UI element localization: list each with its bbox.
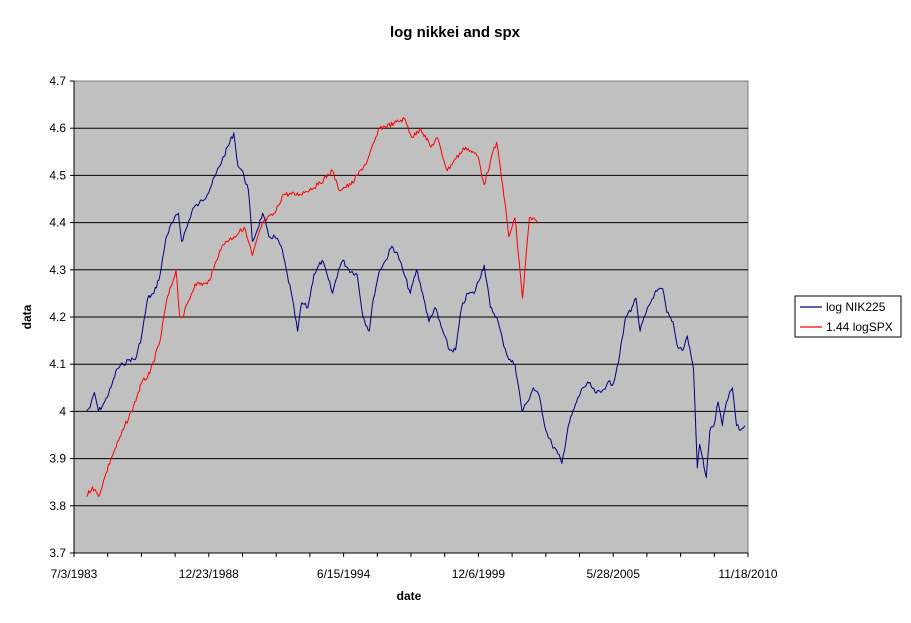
x-tick-label: 5/28/2005 bbox=[587, 567, 641, 581]
x-tick-label: 7/3/1983 bbox=[51, 567, 98, 581]
y-tick-label: 3.7 bbox=[49, 546, 66, 560]
y-tick-label: 4.3 bbox=[49, 263, 66, 277]
y-tick-label: 4 bbox=[59, 404, 66, 418]
legend-label-1-44-logspx: 1.44 logSPX bbox=[826, 320, 893, 334]
x-tick-label: 11/18/2010 bbox=[718, 567, 777, 581]
series-line-log-nik225 bbox=[85, 132, 746, 478]
legend-box bbox=[794, 295, 902, 338]
x-tick-label: 12/6/1999 bbox=[452, 567, 506, 581]
chart-title: log nikkei and spx bbox=[390, 24, 521, 41]
series-lines bbox=[85, 117, 746, 497]
gridlines bbox=[74, 127, 748, 507]
y-axis-title: data bbox=[20, 304, 34, 329]
y-tick-label: 4.2 bbox=[49, 310, 66, 324]
y-tick-label: 4.1 bbox=[49, 357, 66, 371]
x-tick-label: 12/23/1988 bbox=[179, 567, 239, 581]
x-axis-ticks: 7/3/1983 12/23/1988 6/15/1994 12/6/1999 5/28… bbox=[51, 553, 778, 581]
y-tick-label: 4.6 bbox=[49, 121, 66, 135]
y-axis-ticks: 3.7 3.8 3.9 4 4.1 4.2 4.3 4.4 4.5 4.6 4.7 bbox=[49, 74, 74, 560]
y-tick-label: 4.5 bbox=[49, 168, 66, 182]
y-tick-label: 3.9 bbox=[49, 452, 66, 466]
y-tick-label: 4.7 bbox=[49, 74, 66, 88]
y-tick-label: 4.4 bbox=[49, 216, 66, 230]
series-line-1-44-logspx bbox=[86, 117, 538, 497]
x-axis-title: date bbox=[397, 589, 422, 603]
x-tick-label: 6/15/1994 bbox=[317, 567, 371, 581]
y-tick-label: 3.8 bbox=[49, 499, 66, 513]
legend: log NIK225 1.44 logSPX bbox=[794, 295, 902, 338]
legend-label-log-nik225: log NIK225 bbox=[826, 300, 886, 314]
